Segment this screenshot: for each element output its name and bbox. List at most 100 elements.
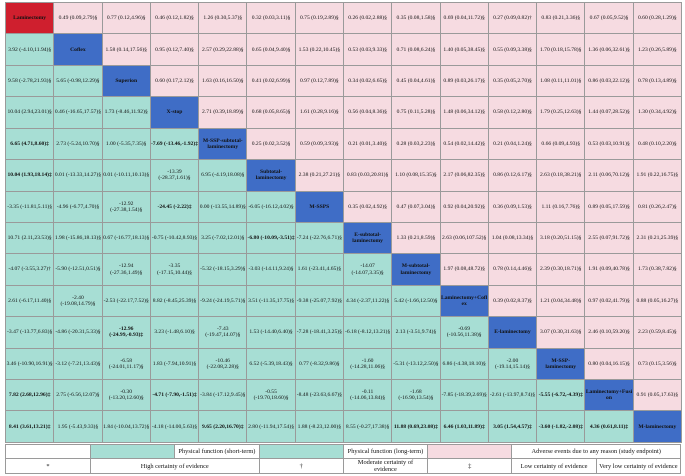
effect-cell-physical-function: 5.42 (-1.66,12.50)§ bbox=[391, 284, 441, 318]
effect-cell-physical-function: -7.85 (-18.39,2.69)§ bbox=[439, 379, 489, 412]
effect-cell-physical-function: -14.07 (-14.07,3.35)§ bbox=[342, 253, 393, 286]
effect-cell-adverse-events: 0.21 (0.04,1.24)§ bbox=[487, 127, 538, 161]
effect-cell-physical-function: -3.84 (-17.12,9.45)§ bbox=[198, 379, 248, 412]
effect-cell-physical-function: -5.31 (-13.12,2.50)§ bbox=[391, 347, 441, 381]
effect-cell-physical-function: -0.11 (-14.06,13.84)§ bbox=[342, 379, 393, 412]
effect-cell-adverse-events: 0.55 (0.09,3.38)§ bbox=[487, 33, 538, 66]
effect-cell-physical-function: 8.55 (-0.27,17.38)§ bbox=[342, 410, 393, 443]
effect-cell-physical-function: -0.30 (-13.20,12.60)§ bbox=[101, 379, 151, 412]
effect-cell-physical-function: 10.04 (2.94,23.01)§ bbox=[4, 96, 55, 129]
effect-cell-physical-function: 0.67 (-16.77,18.13)§ bbox=[101, 221, 151, 255]
effect-cell-adverse-events: 0.91 (0.05,17.63)§ bbox=[632, 379, 682, 412]
effect-cell-adverse-events: 2.63 (0.06,107.52)§ bbox=[439, 221, 489, 255]
effect-cell-physical-function: 2.61 (-6.17,11.40)§ bbox=[4, 284, 55, 318]
legend-moderate-certainty: Moderate certainty of evidence bbox=[342, 458, 429, 474]
treatment-label: M-subtotal-laminectomy bbox=[391, 253, 441, 286]
effect-cell-physical-function: -12.96 (-24.99,-0.93)‡ bbox=[101, 316, 151, 349]
effect-cell-adverse-events: 0.27 (0.09,0.82)† bbox=[487, 1, 538, 35]
effect-cell-physical-function: -7.24 (-22.76,6.71)§ bbox=[294, 221, 344, 255]
effect-cell-adverse-events: 0.89 (0.03,26.17)§ bbox=[439, 64, 489, 98]
effect-cell-adverse-events: 0.60 (0.28,1.29)§ bbox=[632, 1, 682, 35]
effect-cell-physical-function: 0.77 (-8.32,9.86)§ bbox=[294, 347, 344, 381]
effect-cell-physical-function: -3.47 (-13.77,6.83)§ bbox=[4, 316, 55, 349]
effect-cell-adverse-events: 1.53 (0.22,10.45)§ bbox=[294, 33, 344, 66]
league-row: Laminectomy 0.49 (0.09,2.79)§ 0.77 (0.12,4… bbox=[4, 1, 682, 35]
effect-cell-adverse-events: 2.17 (0.06,82.35)§ bbox=[439, 159, 489, 192]
effect-cell-adverse-events: 0.97 (0.12,7.89)§ bbox=[294, 64, 344, 98]
effect-cell-physical-function: -9.24 (-24.19,5.71)§ bbox=[198, 284, 248, 318]
treatment-label: X-stop bbox=[149, 96, 200, 129]
effect-cell-physical-function: -10.46 (-22.08,2.28)§ bbox=[198, 347, 248, 381]
effect-cell-adverse-events: 0.58 (0.12,2.80)§ bbox=[487, 96, 538, 129]
treatment-label: Coflex bbox=[53, 33, 103, 66]
legend-swatch-short-term bbox=[89, 444, 176, 459]
effect-cell-physical-function: 1.98 (-15.86,18.13)§ bbox=[53, 221, 103, 255]
effect-cell-adverse-events: 0.86 (0.03,22.12)§ bbox=[584, 64, 634, 98]
effect-cell-physical-function: 0.01 (-10.11,10.13)§ bbox=[101, 159, 151, 192]
effect-cell-physical-function: 3.23 (-1.48,6.10)§ bbox=[149, 316, 200, 349]
effect-cell-physical-function: 8.41 (3.61,13.21)‡ bbox=[4, 410, 55, 443]
effect-cell-adverse-events: 1.97 (0.08,48.72)§ bbox=[439, 253, 489, 286]
effect-cell-physical-function: 2.80 (-11.94,17.54)§ bbox=[246, 410, 296, 443]
effect-cell-physical-function: 0.00 (-13.55,14.89)§ bbox=[198, 190, 248, 223]
effect-cell-adverse-events: 1.91 (0.09,40.78)§ bbox=[584, 253, 634, 286]
legend-high-certainty: High certainty of evidence bbox=[90, 458, 260, 474]
effect-cell-adverse-events: 0.75 (0.19,2.89)§ bbox=[294, 1, 344, 35]
effect-cell-physical-function: -2.61 (-13.97,8.74)§ bbox=[487, 379, 538, 412]
effect-cell-adverse-events: 0.60 (0.17,2.12)§ bbox=[149, 64, 200, 98]
effect-cell-adverse-events: 2.55 (0.07,91.72)§ bbox=[584, 221, 634, 255]
effect-cell-physical-function: 6.86 (-4.38,18.10)§ bbox=[439, 347, 489, 381]
effect-cell-adverse-events: 0.83 (0.03,20.81)§ bbox=[342, 159, 393, 192]
treatment-label: M-SSP-laminectomy bbox=[536, 347, 586, 381]
effect-cell-adverse-events: 0.32 (0.03,3.11)§ bbox=[246, 1, 296, 35]
effect-cell-physical-function: 1.00 (-5.35,7.35)§ bbox=[101, 127, 151, 161]
legend-symbol-high: * bbox=[5, 458, 91, 474]
league-row: -3.47 (-13.77,6.83)§ -4.86 (-20.31,5.33)§… bbox=[4, 316, 682, 349]
effect-cell-physical-function: 1.53 (-14.40,6.40)§ bbox=[246, 316, 296, 349]
effect-cell-adverse-events: 0.39 (0.02,8.37)§ bbox=[487, 284, 538, 318]
effect-cell-physical-function: -5.32 (-18.15,3.29)§ bbox=[198, 253, 248, 286]
effect-cell-adverse-events: 1.33 (0.21,8.59)§ bbox=[391, 221, 441, 255]
effect-cell-adverse-events: 0.66 (0.09,4.93)§ bbox=[536, 127, 586, 161]
effect-cell-physical-function: -0.55 (-19.70,18.60)§ bbox=[246, 379, 296, 412]
treatment-label: Subtotal-laminectomy bbox=[246, 159, 296, 192]
effect-cell-physical-function: -3.35 (-11.81,5.11)§ bbox=[4, 190, 55, 223]
effect-cell-physical-function: 11.88 (0.69,23.08)‡ bbox=[391, 410, 441, 443]
effect-cell-adverse-events: 1.21 (0.04,34.48)§ bbox=[536, 284, 586, 318]
effect-cell-adverse-events: 1.58 (0.14,17.56)§ bbox=[101, 33, 151, 66]
legend-low-certainty: Low certainty of evidence bbox=[511, 458, 597, 474]
effect-cell-physical-function: 10.04 (1.93,18.14)‡ bbox=[4, 159, 55, 192]
legend-spacer bbox=[5, 444, 91, 459]
effect-cell-adverse-events: 0.48 (0.10,2.20)§ bbox=[632, 127, 682, 161]
effect-cell-physical-function: 2.75 (-6.56,12.07)§ bbox=[53, 379, 103, 412]
effect-cell-physical-function: -24.45 (-2.22)‡ bbox=[149, 190, 200, 223]
effect-cell-physical-function: 1.61 (-23.41,4.65)§ bbox=[294, 253, 344, 286]
effect-cell-adverse-events: 1.10 (0.08,15.35)§ bbox=[391, 159, 441, 192]
league-table-container: Laminectomy 0.49 (0.09,2.79)§ 0.77 (0.12,4… bbox=[4, 1, 682, 443]
effect-cell-physical-function: 7.82 (2.68,12.96)‡ bbox=[4, 379, 55, 412]
effect-cell-physical-function: 10.71 (2.11,23.53)§ bbox=[4, 221, 55, 255]
effect-cell-adverse-events: 0.35 (0.05,2.70)§ bbox=[487, 64, 538, 98]
effect-cell-adverse-events: 1.11 (0.16,7.76)§ bbox=[536, 190, 586, 223]
effect-cell-adverse-events: 1.40 (0.05,38.45)§ bbox=[439, 33, 489, 66]
effect-cell-physical-function: 3.46 (-10.90,16.91)§ bbox=[4, 347, 55, 381]
effect-cell-adverse-events: 2.11 (0.06,70.12)§ bbox=[584, 159, 634, 192]
effect-cell-adverse-events: 0.36 (0.09,1.53)§ bbox=[487, 190, 538, 223]
effect-cell-physical-function: -0.75 (-10.42,8.93)§ bbox=[149, 221, 200, 255]
effect-cell-physical-function: -6.18 (-8.12,13.21)§ bbox=[342, 316, 393, 349]
effect-cell-physical-function: -6.80 (-10.09,-3.51)‡ bbox=[246, 221, 296, 255]
effect-cell-adverse-events: 0.21 (0.01,3.40)§ bbox=[342, 127, 393, 161]
effect-cell-physical-function: 5.65 (-0.98,12.29)§ bbox=[53, 64, 103, 98]
effect-cell-adverse-events: 0.73 (0.15,3.56)§ bbox=[632, 347, 682, 381]
effect-cell-physical-function: 1.95 (-5.43,9.33)§ bbox=[53, 410, 103, 443]
legend-very-low-certainty: Very low certainty of evidence bbox=[595, 458, 682, 474]
effect-cell-physical-function: -4.86 (-20.31,5.33)§ bbox=[53, 316, 103, 349]
effect-cell-physical-function: -4.96 (-6.77,4.70)§ bbox=[53, 190, 103, 223]
legend-table: Physical function (short-term) Physical … bbox=[5, 444, 682, 474]
effect-cell-adverse-events: 0.97 (0.02,41.79)§ bbox=[584, 284, 634, 318]
effect-cell-adverse-events: 0.41 (0.02,6.99)§ bbox=[246, 64, 296, 98]
treatment-label: M-SSPS bbox=[294, 190, 344, 223]
effect-cell-adverse-events: 0.89 (0.05,17.59)§ bbox=[584, 190, 634, 223]
effect-cell-adverse-events: 0.95 (0.12,7.40)§ bbox=[149, 33, 200, 66]
effect-cell-physical-function: 6.95 (-4.19,18.08)§ bbox=[198, 159, 248, 192]
